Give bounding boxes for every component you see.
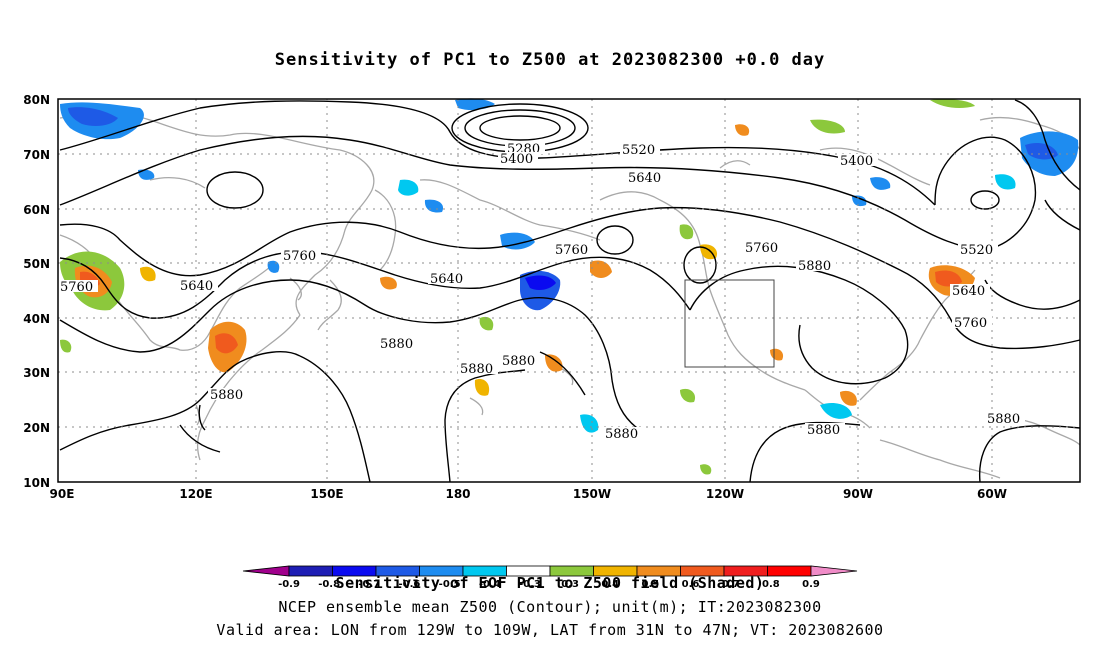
colorbar: -0.9 -0.8 -0.7 -0.6 -0.5 -0.4 -0.3 0.3 0.4 0.5 0.6… bbox=[242, 565, 858, 590]
lat-label: 20N bbox=[23, 421, 50, 435]
contour-label: 5640 bbox=[430, 272, 463, 287]
colorbar-tick-label: -0.6 bbox=[399, 579, 421, 590]
colorbar-tick-label: 0.4 bbox=[601, 579, 619, 590]
colorbar-tick-label: 0.9 bbox=[802, 579, 820, 590]
contour-label: 5760 bbox=[283, 249, 316, 264]
contour-label: 5760 bbox=[745, 241, 778, 256]
contour-label: 5400 bbox=[500, 152, 533, 167]
longitude-labels: 90E 120E 150E 180 150W 120W 90W 60W bbox=[50, 487, 1007, 501]
contour-label-group: 5280 5400 5520 5400 5640 5760 5760 5640 … bbox=[60, 142, 1021, 442]
contour-label: 5880 bbox=[987, 412, 1020, 427]
contour-label: 5880 bbox=[807, 423, 840, 438]
lon-label: 120W bbox=[706, 487, 744, 501]
caption-contour: NCEP ensemble mean Z500 (Contour); unit(… bbox=[278, 598, 822, 616]
contour-label: 5520 bbox=[960, 243, 993, 258]
contour-label: 5880 bbox=[460, 362, 493, 377]
colorbar-tick-label: -0.8 bbox=[318, 579, 340, 590]
lat-label: 10N bbox=[23, 476, 50, 490]
lon-label: 180 bbox=[445, 487, 470, 501]
map-frame bbox=[57, 98, 1081, 483]
colorbar-swatch bbox=[810, 565, 858, 577]
colorbar-tick-label: 0.8 bbox=[762, 579, 780, 590]
valid-area-box bbox=[684, 279, 775, 368]
colorbar-tick-label: 0.7 bbox=[722, 579, 740, 590]
lon-label: 90W bbox=[843, 487, 873, 501]
contour-label: 5400 bbox=[840, 154, 873, 169]
contour-label: 5760 bbox=[60, 280, 93, 295]
caption-valid-area: Valid area: LON from 129W to 109W, LAT f… bbox=[216, 621, 884, 639]
colorbar-tick-label: 0.3 bbox=[561, 579, 579, 590]
contour-label: 5760 bbox=[555, 243, 588, 258]
latitude-labels: 80N 70N 60N 50N 40N 30N 20N 10N bbox=[23, 93, 50, 490]
lon-label: 60W bbox=[977, 487, 1007, 501]
contour-label: 5640 bbox=[180, 279, 213, 294]
contour-label: 5640 bbox=[628, 171, 661, 186]
lat-label: 40N bbox=[23, 312, 50, 326]
graticule bbox=[58, 99, 1080, 482]
colorbar-tick-label: -0.5 bbox=[439, 579, 461, 590]
lon-label: 150E bbox=[310, 487, 343, 501]
lat-label: 50N bbox=[23, 257, 50, 271]
lon-label: 120E bbox=[179, 487, 212, 501]
map-title: Sensitivity of PC1 to Z500 at 2023082300… bbox=[274, 50, 826, 70]
colorbar-tick-label: -0.4 bbox=[479, 579, 501, 590]
lon-label: 90E bbox=[50, 487, 75, 501]
colorbar-tick-label: -0.9 bbox=[278, 579, 300, 590]
lat-label: 60N bbox=[23, 203, 50, 217]
contour-label: 5880 bbox=[605, 427, 638, 442]
lat-label: 70N bbox=[23, 148, 50, 162]
contour-label: 5520 bbox=[622, 143, 655, 158]
caption-shading: Sensitivity of EOF PC1 to Z500 field (Sh… bbox=[335, 574, 765, 592]
contour-label: 5880 bbox=[502, 354, 535, 369]
lon-label: 150W bbox=[573, 487, 611, 501]
lat-label: 30N bbox=[23, 366, 50, 380]
contour-label: 5640 bbox=[952, 284, 985, 299]
lat-label: 80N bbox=[23, 93, 50, 107]
contour-label: 5880 bbox=[798, 259, 831, 274]
colorbar-tick-label: -0.7 bbox=[358, 579, 380, 590]
map-background bbox=[58, 99, 1080, 482]
contour-label: 5880 bbox=[210, 388, 243, 403]
sensitivity-shading bbox=[60, 98, 1079, 475]
colorbar-tick-label: -0.3 bbox=[519, 579, 541, 590]
contour-label: 5760 bbox=[954, 316, 987, 331]
colorbar-tick-label: 0.6 bbox=[682, 579, 700, 590]
contour-label: 5880 bbox=[380, 337, 413, 352]
colorbar-tick-label: 0.5 bbox=[642, 579, 660, 590]
